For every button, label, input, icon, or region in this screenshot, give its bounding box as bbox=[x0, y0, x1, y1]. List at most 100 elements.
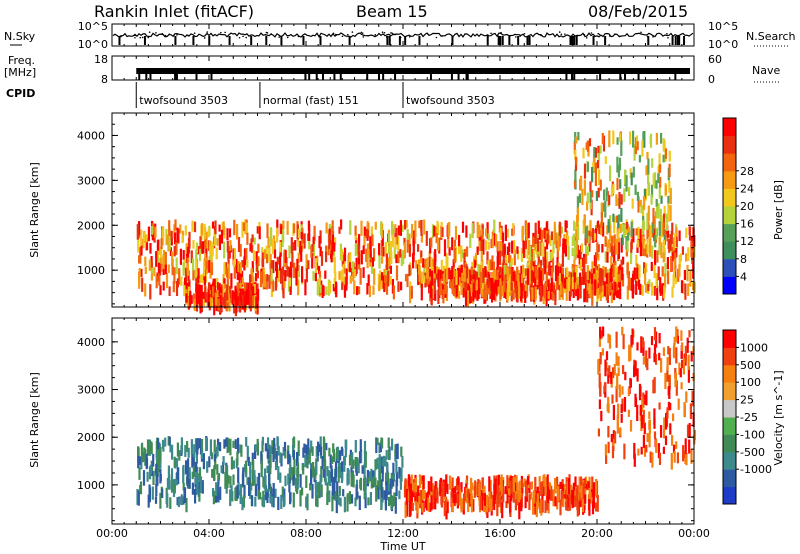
nsearch-dot bbox=[224, 31, 226, 34]
heatmap-cell bbox=[235, 486, 238, 502]
heatmap-cell bbox=[138, 467, 141, 480]
heatmap-cell bbox=[578, 476, 581, 493]
heatmap-cell bbox=[239, 244, 242, 257]
heatmap-cell bbox=[586, 281, 589, 294]
heatmap-cell bbox=[331, 230, 335, 248]
heatmap-cell bbox=[189, 290, 192, 306]
heatmap-cell bbox=[141, 277, 144, 292]
heatmap-cell bbox=[510, 285, 513, 302]
heatmap-cell bbox=[241, 221, 244, 238]
heatmap-cell bbox=[307, 260, 310, 270]
nsearch-dot bbox=[391, 32, 394, 35]
heatmap-cell bbox=[382, 275, 385, 289]
heatmap-cell bbox=[323, 447, 326, 462]
heatmap-cell bbox=[613, 234, 616, 245]
heatmap-cell bbox=[648, 420, 651, 430]
heatmap-cell bbox=[504, 274, 507, 289]
heatmap-cell bbox=[491, 261, 494, 271]
nsearch-ytick-bottom: 10^0 bbox=[708, 38, 738, 51]
heatmap-cell bbox=[214, 285, 217, 295]
nsearch-dot bbox=[220, 31, 222, 34]
heatmap-cell bbox=[527, 222, 530, 239]
heatmap-cell bbox=[622, 365, 625, 375]
heatmap-cell bbox=[350, 494, 354, 504]
heatmap-cell bbox=[480, 250, 483, 266]
heatmap-cell bbox=[683, 404, 686, 417]
heatmap-cell bbox=[585, 247, 588, 264]
heatmap-cell bbox=[367, 497, 370, 506]
heatmap-cell bbox=[216, 238, 219, 246]
heatmap-cell bbox=[322, 469, 325, 478]
heatmap-cell bbox=[158, 269, 161, 286]
heatmap-cell bbox=[289, 464, 292, 475]
heatmap-cell bbox=[230, 273, 233, 289]
heatmap-cell bbox=[451, 279, 454, 295]
heatmap-cell bbox=[626, 262, 629, 275]
heatmap-cell bbox=[411, 502, 414, 511]
heatmap-cell bbox=[600, 330, 603, 339]
heatmap-cell bbox=[305, 496, 308, 508]
heatmap-cell bbox=[653, 431, 657, 439]
heatmap-cell bbox=[190, 295, 193, 304]
heatmap-cell bbox=[554, 478, 557, 494]
heatmap-cell bbox=[506, 228, 509, 238]
heatmap-cell bbox=[138, 221, 141, 236]
heatmap-cell bbox=[565, 220, 568, 229]
heatmap-cell bbox=[279, 241, 282, 253]
heatmap-cell bbox=[441, 227, 444, 238]
heatmap-cell bbox=[587, 236, 590, 244]
heatmap-cell bbox=[611, 442, 615, 459]
heatmap-cell bbox=[429, 281, 432, 298]
heatmap-cell bbox=[683, 270, 686, 280]
nsearch-dot bbox=[598, 33, 601, 36]
heatmap-cell bbox=[675, 347, 678, 364]
heatmap-cell bbox=[591, 167, 594, 183]
nsearch-dot bbox=[147, 36, 150, 39]
heatmap-cell bbox=[304, 455, 307, 468]
heatmap-cell bbox=[642, 236, 645, 245]
heatmap-cell bbox=[518, 480, 521, 495]
heatmap-cell bbox=[321, 455, 324, 470]
heatmap-cell bbox=[451, 497, 454, 512]
heatmap-cell bbox=[297, 252, 300, 264]
nsearch-dot bbox=[361, 32, 364, 35]
heatmap-cell bbox=[137, 490, 140, 506]
y-tick-label: 3000 bbox=[77, 384, 105, 397]
heatmap-cell bbox=[376, 437, 379, 445]
heatmap-cell bbox=[620, 207, 623, 222]
heatmap-cell bbox=[487, 260, 490, 277]
heatmap-cell bbox=[283, 275, 286, 288]
heatmap-cell bbox=[501, 267, 504, 276]
heatmap-cell bbox=[241, 497, 244, 511]
heatmap-cell bbox=[408, 501, 411, 518]
heatmap-cell bbox=[653, 264, 656, 279]
heatmap-cell bbox=[331, 240, 334, 256]
heatmap-cell bbox=[536, 486, 539, 495]
heatmap-cell bbox=[228, 228, 232, 238]
heatmap-cell bbox=[605, 454, 608, 464]
heatmap-cell bbox=[440, 259, 443, 274]
heatmap-cell bbox=[272, 281, 275, 292]
heatmap-cell bbox=[468, 287, 471, 304]
heatmap-cell bbox=[418, 474, 422, 489]
heatmap-cell bbox=[615, 352, 618, 366]
heatmap-cell bbox=[397, 281, 400, 291]
heatmap-cell bbox=[426, 257, 429, 269]
heatmap-cell bbox=[545, 271, 548, 288]
freq-trace bbox=[136, 68, 690, 80]
heatmap-cell bbox=[577, 131, 580, 141]
heatmap-cell bbox=[195, 283, 198, 292]
heatmap-cell bbox=[649, 133, 653, 148]
heatmap-cell bbox=[405, 220, 408, 229]
heatmap-cell bbox=[176, 497, 179, 506]
nsearch-ytick-top: 10^5 bbox=[708, 20, 738, 33]
heatmap-cell bbox=[606, 252, 609, 263]
heatmap-cell bbox=[575, 239, 578, 255]
heatmap-cell bbox=[324, 466, 327, 482]
heatmap-cell bbox=[503, 265, 506, 277]
heatmap-cell bbox=[263, 250, 266, 259]
heatmap-cell bbox=[326, 482, 329, 495]
heatmap-cell bbox=[463, 268, 466, 282]
heatmap-cell bbox=[478, 239, 481, 252]
